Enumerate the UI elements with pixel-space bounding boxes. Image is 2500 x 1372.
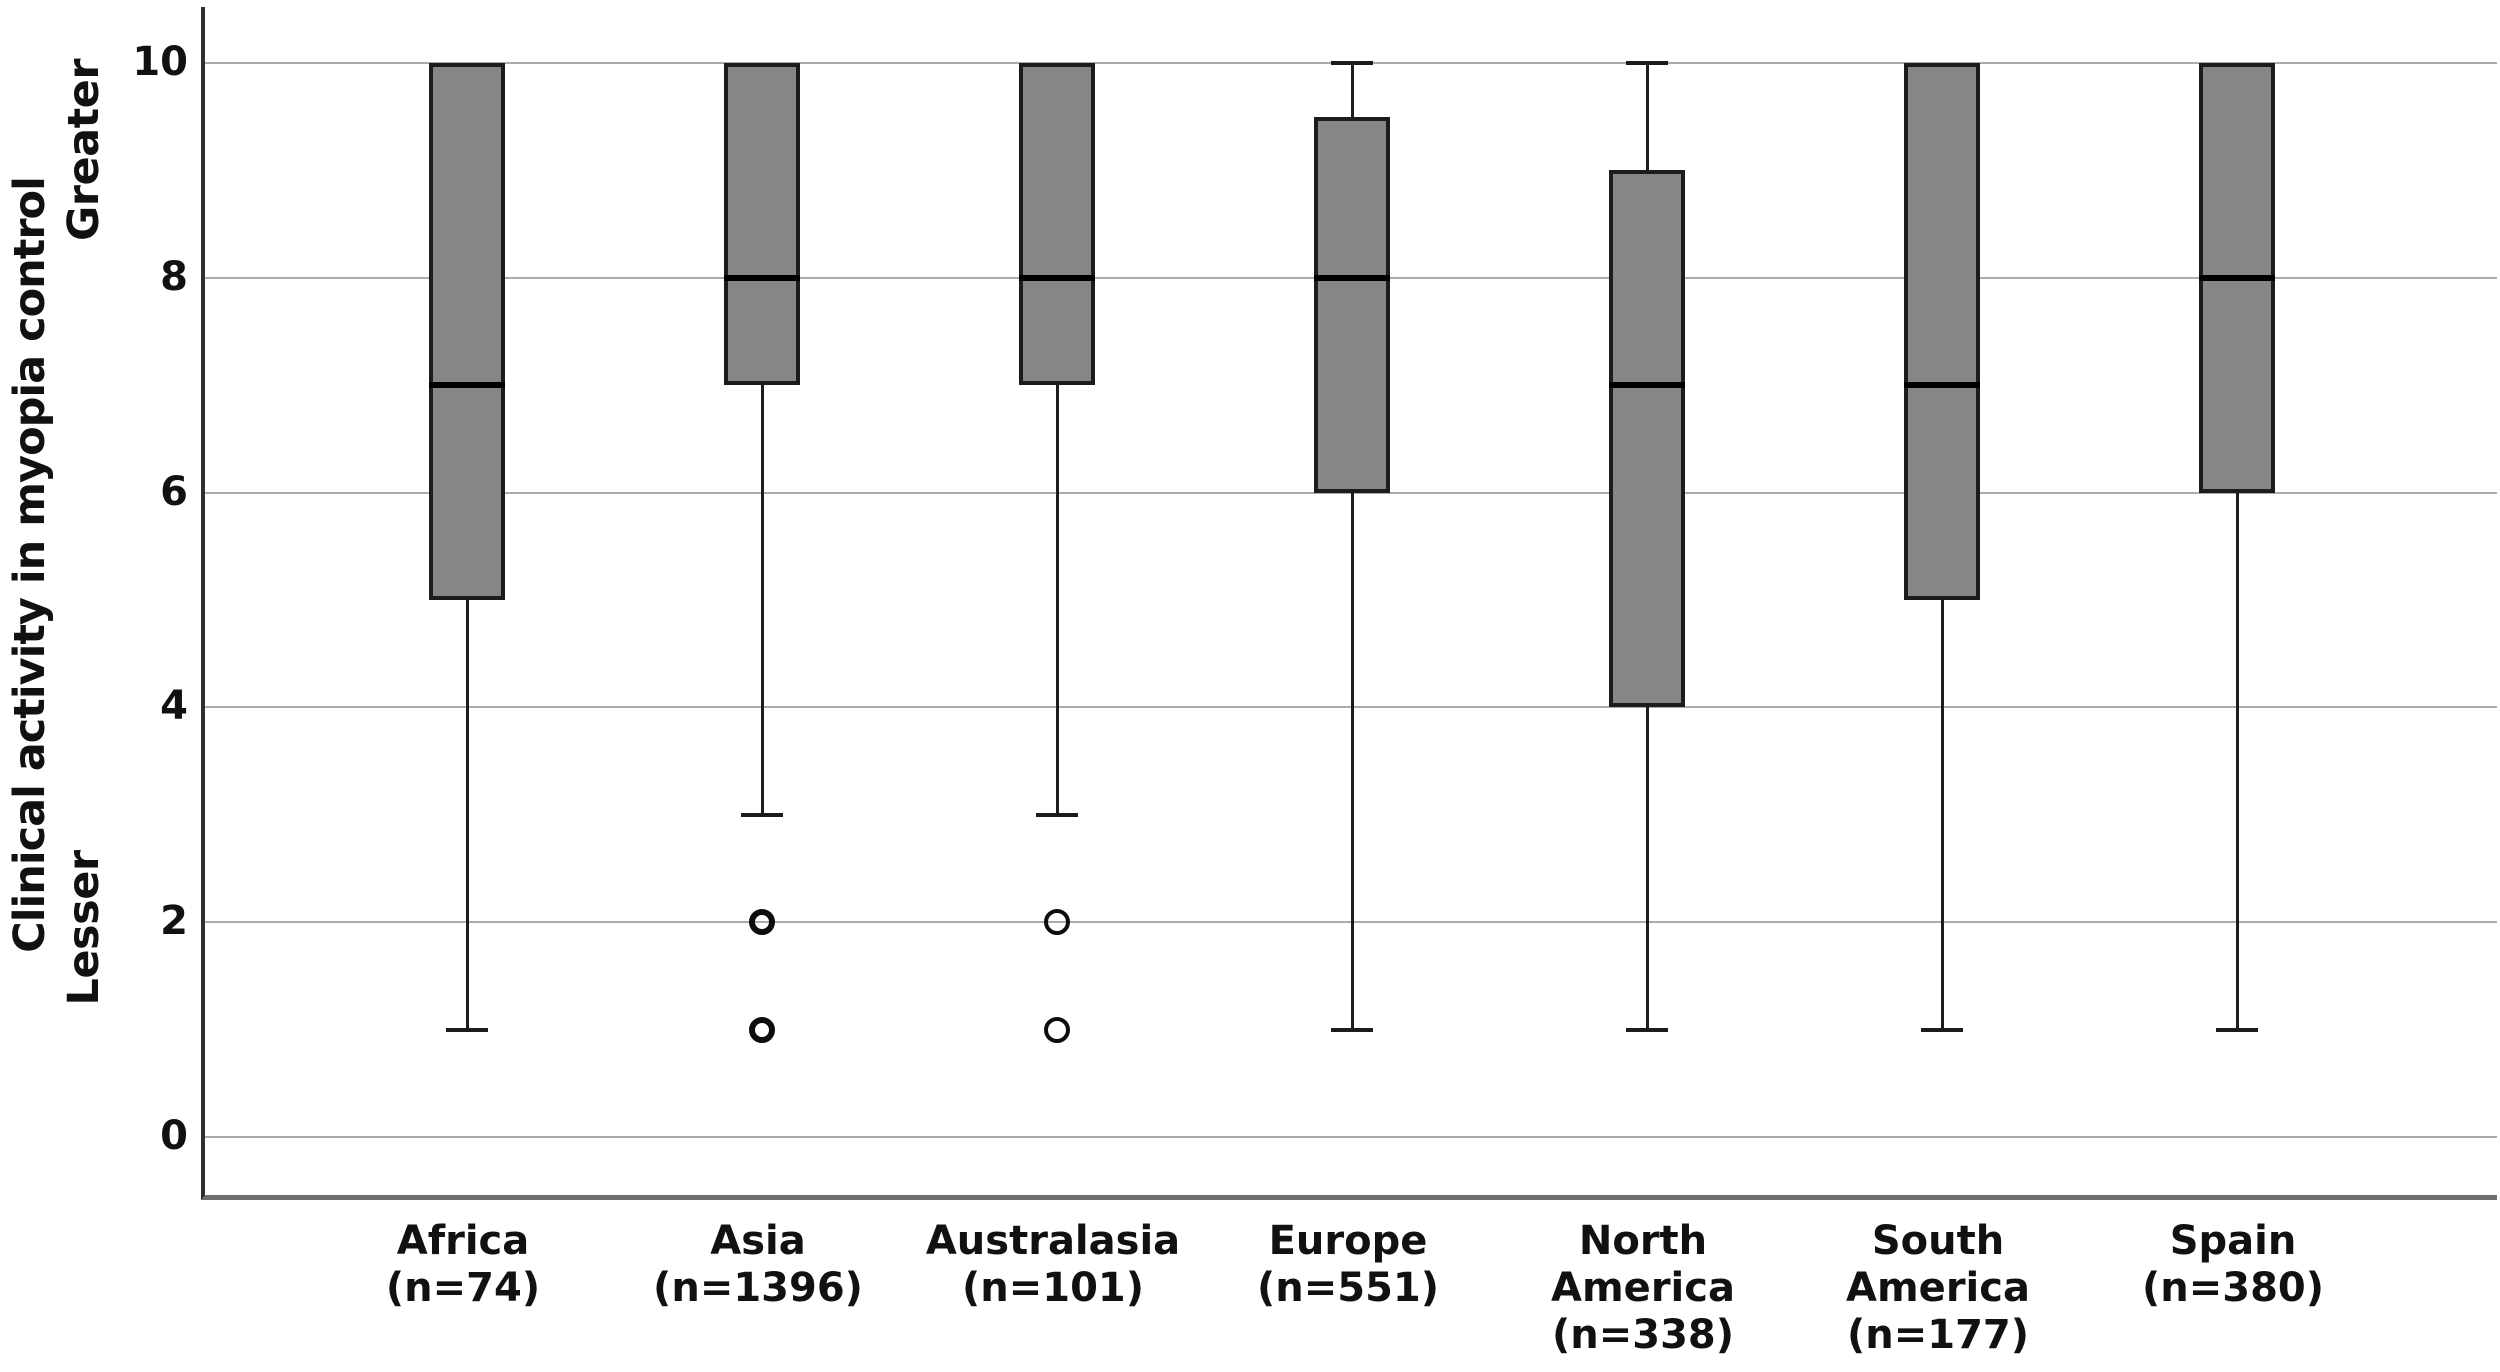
lower-whisker-Europe (1350, 492, 1354, 1030)
x-category-label-line: (n=338) (1551, 1311, 1735, 1358)
y-tick-label-10: 10 (132, 39, 188, 86)
lower-whisker-Africa (465, 600, 469, 1030)
x-category-label-line: America (1551, 1264, 1735, 1311)
x-category-label-africa: Africa (n=74) (386, 1218, 540, 1312)
x-category-label-line: (n=177) (1846, 1311, 2030, 1358)
y-tick-label-0: 0 (160, 1113, 188, 1160)
lower-whisker-South America (1940, 600, 1944, 1030)
x-category-label-asia: Asia (n=1396) (653, 1218, 863, 1312)
upper-whisker-North America (1645, 63, 1649, 171)
outlier-marker-asia-2 (749, 909, 775, 936)
outlier-marker-asia-1 (749, 1016, 775, 1043)
median-north-america (1609, 382, 1685, 389)
x-category-label-line: Africa (396, 1218, 530, 1264)
x-category-label-line: Europe (1268, 1218, 1428, 1264)
y-tick-label-8: 8 (160, 253, 188, 300)
median-australasia (1019, 274, 1095, 281)
box-north-america (1609, 170, 1685, 708)
lower-whisker-cap-North America (1626, 1027, 1668, 1032)
x-category-label-line: Asia (710, 1218, 806, 1264)
y-tick-label-6: 6 (160, 468, 188, 515)
lower-whisker-cap-South America (1921, 1027, 1963, 1032)
outlier-marker-australasia-1 (1044, 1016, 1070, 1043)
x-category-label-line: (n=1396) (653, 1264, 863, 1311)
x-category-label-north-america: North America (n=338) (1551, 1218, 1735, 1358)
box-europe (1314, 116, 1390, 493)
lower-whisker-cap-Europe (1331, 1027, 1373, 1032)
box-asia (724, 63, 800, 386)
lower-whisker-cap-Africa (446, 1027, 488, 1032)
upper-whisker-Europe (1350, 63, 1354, 117)
plot-area (201, 7, 2497, 1200)
x-category-label-line: America (1846, 1264, 2030, 1311)
x-category-label-line: (n=74) (385, 1264, 541, 1311)
median-south-america (1904, 382, 1980, 389)
x-category-label-europe: Europe (n=551) (1257, 1218, 1439, 1312)
outlier-marker-australasia-2 (1044, 909, 1070, 936)
x-category-label-line: (n=101) (961, 1264, 1145, 1311)
upper-whisker-cap-Europe (1331, 61, 1373, 65)
y-tick-label-2: 2 (160, 898, 188, 945)
x-category-label-south-america: South America (n=177) (1846, 1218, 2030, 1358)
y-tick-label-4: 4 (160, 683, 188, 730)
upper-whisker-cap-North America (1626, 61, 1668, 65)
median-europe (1314, 274, 1390, 281)
box-south-america (1904, 63, 1980, 600)
x-category-label-line: South (1871, 1218, 2005, 1264)
lower-whisker-cap-Asia (741, 812, 783, 817)
median-spain (2199, 274, 2275, 281)
x-category-label-line: Australasia (925, 1218, 1181, 1264)
gridline-y-0 (205, 1136, 2497, 1138)
x-category-label-line: (n=380) (2141, 1264, 2325, 1311)
x-category-label-line: Spain (2169, 1218, 2297, 1264)
lower-whisker-North America (1645, 707, 1649, 1030)
lower-whisker-cap-Spain (2216, 1027, 2258, 1032)
lower-whisker-Asia (760, 385, 764, 815)
x-category-label-line: North (1578, 1218, 1708, 1264)
median-africa (429, 382, 505, 389)
lower-whisker-Australasia (1055, 385, 1059, 815)
lower-whisker-cap-Australasia (1036, 812, 1078, 817)
y-axis-greater-annotation: Greater (59, 58, 109, 242)
box-australasia (1019, 63, 1095, 386)
x-category-label-spain: Spain (n=380) (2142, 1218, 2324, 1312)
box-africa (429, 63, 505, 600)
y-axis-title: Clinical activity in myopia control (5, 177, 55, 953)
median-asia (724, 274, 800, 281)
x-category-label-line: (n=551) (1256, 1264, 1440, 1311)
lower-whisker-Spain (2235, 492, 2239, 1030)
x-category-label-australasia: Australasia (n=101) (926, 1218, 1180, 1312)
